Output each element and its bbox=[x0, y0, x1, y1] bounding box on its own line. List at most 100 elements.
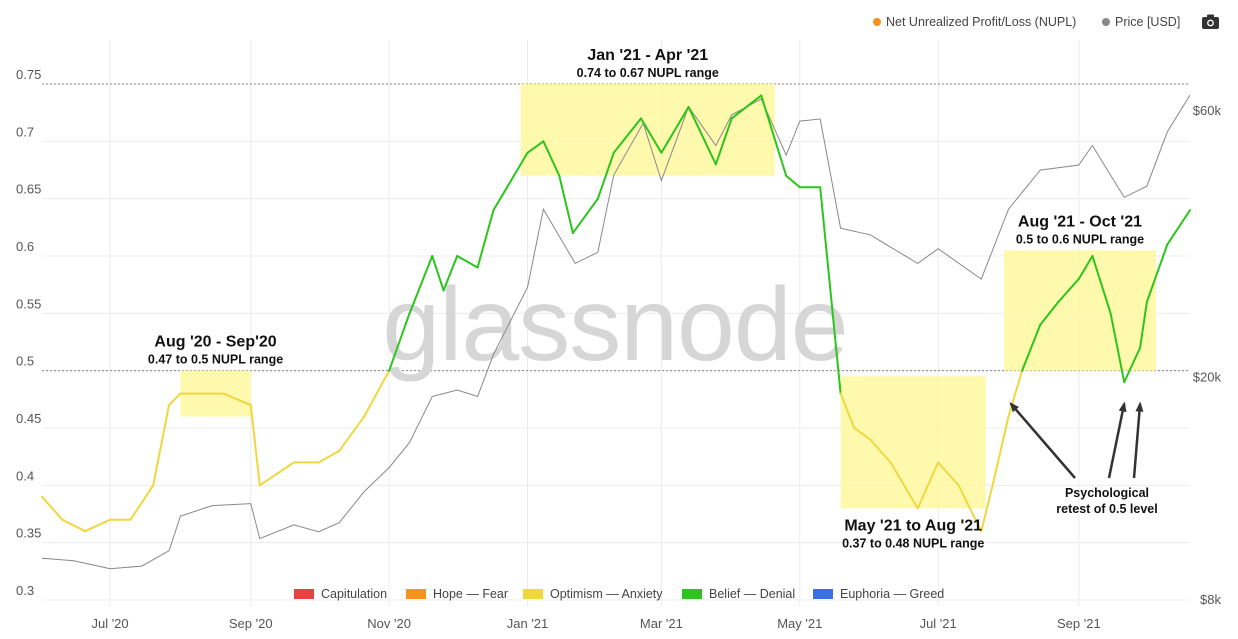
legend-swatch bbox=[682, 589, 702, 599]
nupl-segment bbox=[61, 518, 87, 533]
y-tick-label: 0.5 bbox=[16, 354, 34, 369]
nupl-segment bbox=[84, 518, 112, 533]
camera-icon[interactable] bbox=[1202, 14, 1219, 30]
nupl-segment bbox=[338, 415, 366, 452]
annotation-title: May '21 to Aug '21 bbox=[844, 517, 982, 534]
highlight-box bbox=[1003, 250, 1156, 371]
x-tick-label: Jan '21 bbox=[507, 616, 549, 631]
annotation-subtitle: 0.5 to 0.6 NUPL range bbox=[1016, 232, 1144, 246]
nupl-segment bbox=[571, 197, 599, 235]
nupl-segment bbox=[408, 255, 434, 315]
annotation-title: Aug '20 - Sep'20 bbox=[154, 334, 276, 351]
nupl-segment bbox=[476, 209, 495, 269]
nupl-segment bbox=[249, 404, 261, 487]
nupl-segment bbox=[760, 94, 788, 177]
nupl-segment bbox=[1039, 300, 1060, 326]
nupl-segment bbox=[1145, 243, 1169, 303]
nupl-segment bbox=[456, 255, 479, 269]
legend-swatch bbox=[873, 18, 881, 26]
nupl-segment bbox=[1057, 277, 1080, 303]
nupl-segment bbox=[687, 105, 717, 166]
y-tick-label: 0.65 bbox=[16, 182, 41, 197]
legend-label[interactable]: Optimism — Anxiety bbox=[550, 587, 663, 601]
legend-swatch bbox=[523, 589, 543, 599]
nupl-segment bbox=[819, 186, 842, 395]
nupl-segment bbox=[937, 461, 960, 487]
nupl-segment bbox=[1123, 346, 1142, 384]
x-tick-label: Jul '20 bbox=[91, 616, 128, 631]
retest-arrow bbox=[1009, 402, 1076, 479]
x-tick-label: May '21 bbox=[777, 616, 822, 631]
nupl-segment bbox=[258, 461, 295, 487]
annotation-title: Jan '21 - Apr '21 bbox=[587, 47, 708, 64]
price-tick-label: $60k bbox=[1193, 103, 1222, 118]
nupl-segment bbox=[869, 438, 892, 464]
y-tick-label: 0.6 bbox=[16, 239, 34, 254]
nupl-segment bbox=[41, 495, 64, 521]
legend-bottom: Capitulation Hope — Fear Optimism — Anxiet… bbox=[294, 587, 944, 601]
retest-label: Psychological bbox=[1065, 486, 1149, 500]
legend-label[interactable]: Hope — Fear bbox=[433, 587, 508, 601]
legend-label[interactable]: Price [USD] bbox=[1115, 15, 1180, 29]
nupl-segment bbox=[714, 117, 733, 166]
nupl-segment bbox=[980, 484, 994, 533]
nupl-segment bbox=[558, 174, 574, 235]
legend-swatch bbox=[813, 589, 833, 599]
nupl-segment bbox=[168, 392, 182, 407]
nupl-segment bbox=[660, 105, 690, 154]
nupl-segment bbox=[916, 461, 940, 510]
series bbox=[41, 94, 1191, 570]
price-tick-label: $8k bbox=[1200, 592, 1221, 607]
annotation-subtitle: 0.74 to 0.67 NUPL range bbox=[577, 66, 719, 80]
nupl-segment bbox=[317, 449, 341, 464]
nupl-segment bbox=[1109, 312, 1126, 384]
nupl-line bbox=[41, 94, 1191, 533]
axes: 0.3 0.35 0.4 0.45 0.5 0.55 0.6 0.65 0.7 0.75 Jul '… bbox=[16, 67, 1221, 631]
nupl-segment bbox=[152, 404, 171, 487]
x-tick-label: Mar '21 bbox=[640, 616, 683, 631]
nupl-segment bbox=[1166, 209, 1191, 246]
legend-label[interactable]: Belief — Denial bbox=[709, 587, 795, 601]
y-tick-label: 0.35 bbox=[16, 526, 41, 541]
x-tick-label: Jul '21 bbox=[920, 616, 957, 631]
nupl-segment bbox=[889, 461, 919, 510]
nupl-segment bbox=[991, 415, 1010, 487]
retest-arrow bbox=[1132, 401, 1144, 479]
nupl-segment bbox=[222, 392, 252, 407]
nupl-segment bbox=[730, 94, 763, 120]
x-tick-label: Sep '20 bbox=[229, 616, 273, 631]
nupl-segment bbox=[612, 117, 642, 154]
nupl-segment bbox=[853, 427, 872, 441]
nupl-segment bbox=[363, 369, 391, 418]
y-tick-label: 0.75 bbox=[16, 67, 41, 82]
legend-swatch bbox=[406, 589, 426, 599]
nupl-segment bbox=[542, 140, 561, 177]
nupl-segment bbox=[442, 255, 459, 292]
legend-swatch bbox=[1102, 18, 1110, 26]
nupl-segment bbox=[957, 484, 983, 533]
y-tick-label: 0.7 bbox=[16, 124, 34, 139]
legend-label[interactable]: Capitulation bbox=[321, 587, 387, 601]
nupl-segment bbox=[785, 174, 801, 189]
legend-label[interactable]: Net Unrealized Profit/Loss (NUPL) bbox=[886, 15, 1076, 29]
nupl-segment bbox=[839, 392, 856, 429]
nupl-segment bbox=[1021, 323, 1042, 372]
nupl-segment bbox=[596, 151, 615, 200]
legend-label[interactable]: Euphoria — Greed bbox=[840, 587, 944, 601]
annotation-subtitle: 0.47 to 0.5 NUPL range bbox=[148, 353, 283, 367]
nupl-segment bbox=[431, 255, 445, 292]
nupl-segment bbox=[1139, 300, 1148, 349]
nupl-segment bbox=[639, 117, 663, 154]
x-tick-label: Nov '20 bbox=[367, 616, 411, 631]
annotation-subtitle: 0.37 to 0.48 NUPL range bbox=[842, 536, 984, 550]
annotation-title: Aug '21 - Oct '21 bbox=[1018, 213, 1142, 230]
legend-swatch bbox=[294, 589, 314, 599]
y-tick-label: 0.3 bbox=[16, 583, 34, 598]
nupl-segment bbox=[129, 484, 155, 521]
highlight-box bbox=[840, 376, 986, 509]
y-tick-label: 0.45 bbox=[16, 411, 41, 426]
retest-label: retest of 0.5 level bbox=[1056, 502, 1157, 516]
nupl-segment bbox=[388, 312, 411, 372]
nupl-segment bbox=[1077, 255, 1094, 280]
y-tick-label: 0.55 bbox=[16, 296, 41, 311]
